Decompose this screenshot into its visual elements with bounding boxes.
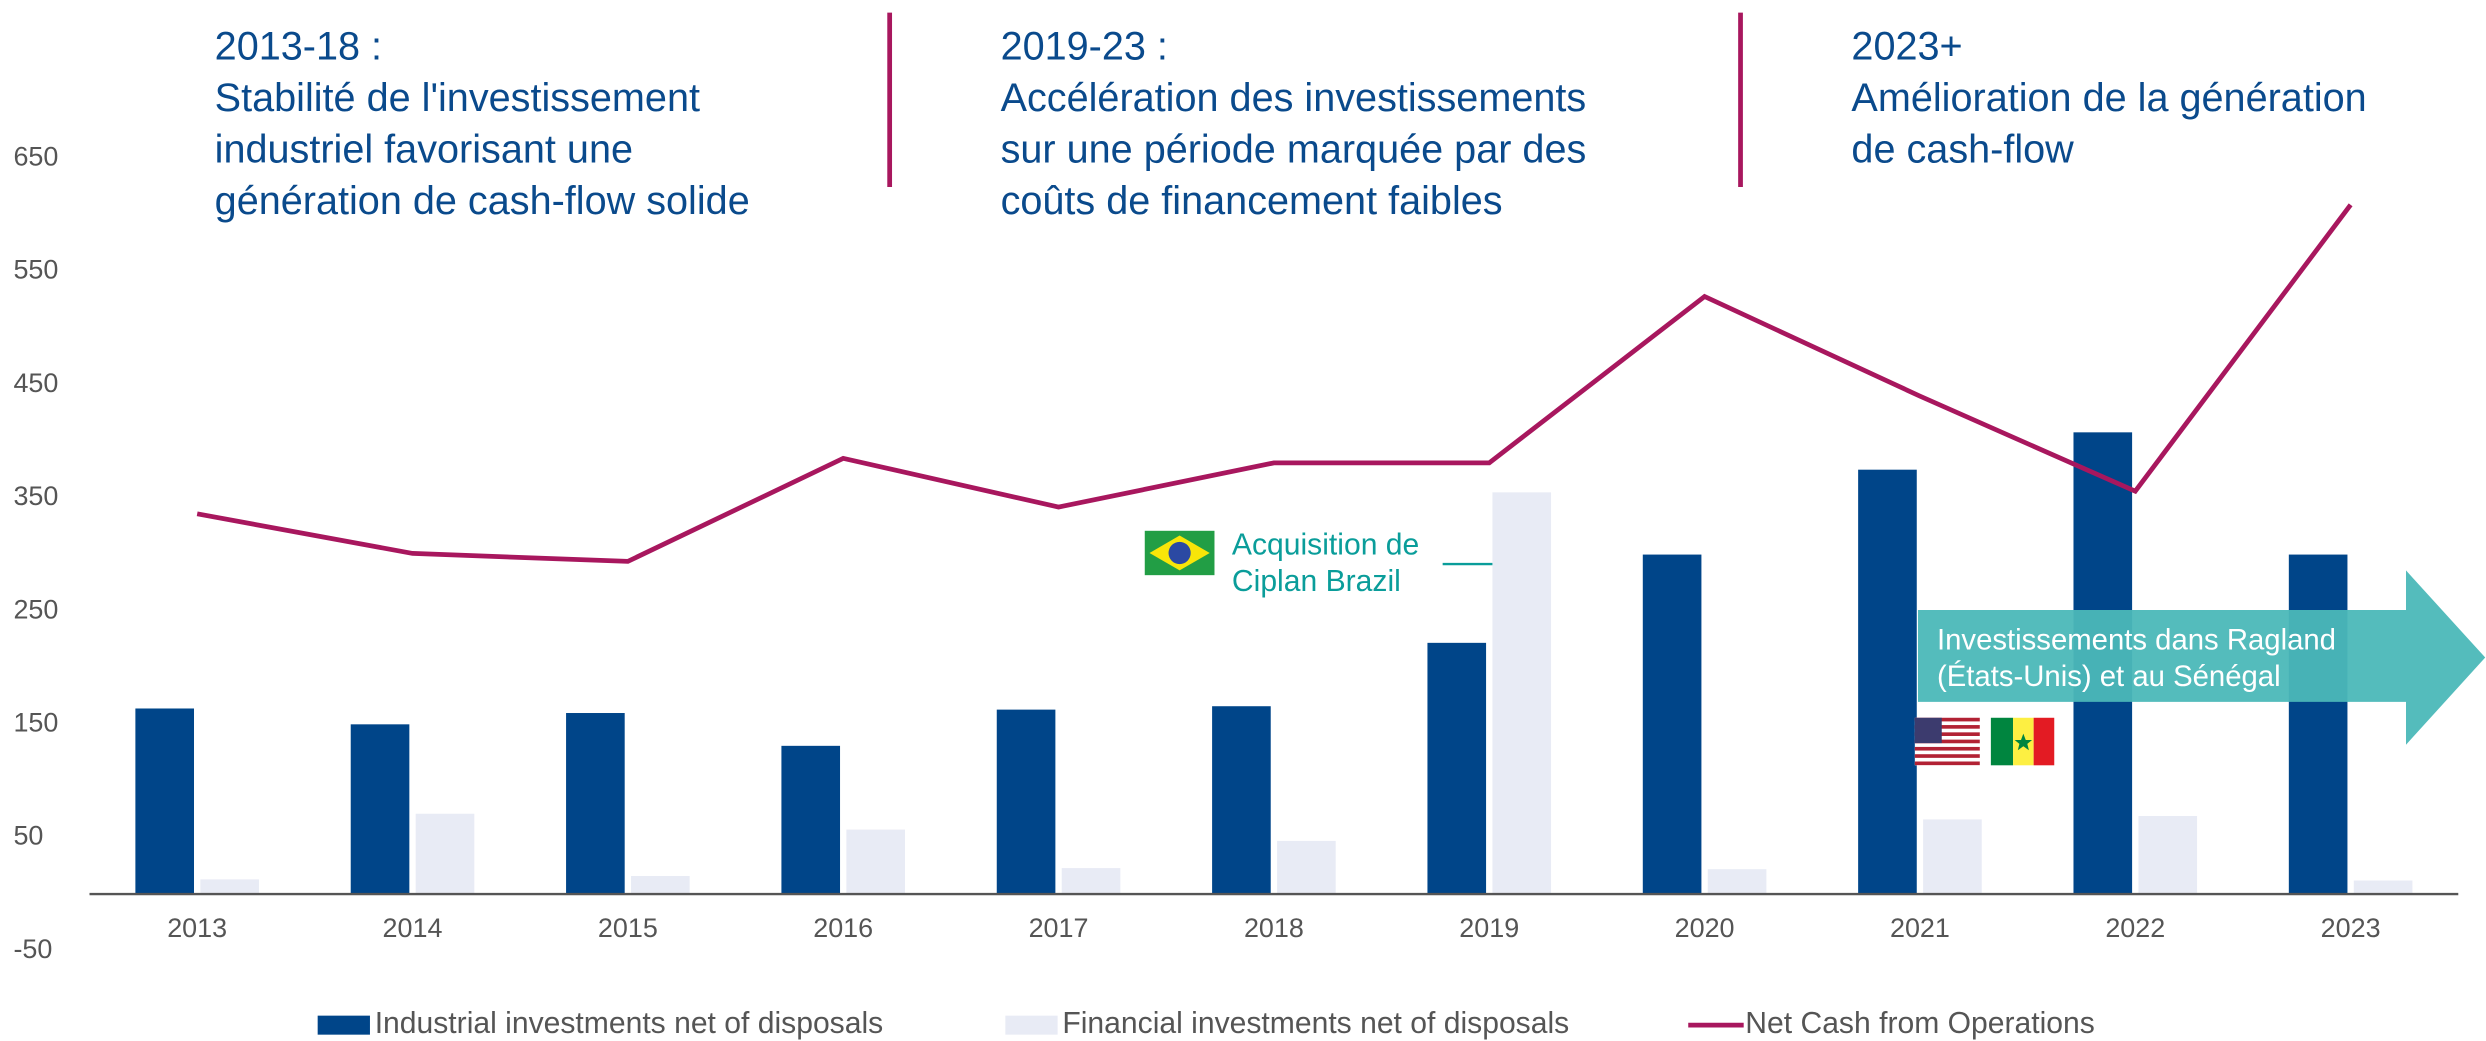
callout-text: Acquisition de: [1232, 529, 1419, 562]
arrow-text: (États-Unis) et au Sénégal: [1937, 660, 2281, 693]
bar: [1858, 469, 1917, 895]
y-tick-label: 650: [13, 142, 58, 172]
x-tick-label: 2022: [2105, 913, 2165, 943]
header-text: industriel favorisant une: [215, 128, 633, 172]
bar: [135, 708, 195, 895]
bar: [566, 713, 625, 895]
line: [196, 203, 2353, 564]
header-text: 2013-18 :: [215, 25, 382, 69]
us-flag: [1914, 717, 1980, 766]
legend-swatch: [317, 1015, 370, 1035]
y-tick-label: 150: [13, 707, 58, 737]
header-text: coûts de financement faibles: [1001, 179, 1503, 223]
bar: [1492, 492, 1552, 895]
bar: [415, 813, 475, 895]
x-tick-label: 2023: [2321, 913, 2381, 943]
bar: [2288, 554, 2348, 895]
bar: [1212, 706, 1271, 895]
y-tick-label: 450: [13, 368, 58, 398]
y-tick-label: 250: [13, 594, 58, 624]
bar: [1923, 819, 1982, 895]
brazil-flag: [1144, 530, 1215, 576]
x-tick-label: 2015: [598, 913, 658, 943]
header-text: de cash-flow: [1851, 128, 2074, 172]
header-text: 2019-23 :: [1001, 25, 1168, 69]
header-text: 2023+: [1851, 25, 1962, 69]
header-text: génération de cash-flow solide: [215, 179, 750, 223]
y-tick-label: -50: [13, 934, 52, 964]
y-tick-label: 50: [13, 821, 43, 851]
bar: [846, 829, 906, 895]
header-text: Stabilité de l'investissement: [215, 76, 700, 120]
x-tick-label: 2019: [1459, 913, 1519, 943]
y-tick-label: 550: [13, 255, 58, 285]
bar: [2138, 816, 2198, 895]
legend-swatch: [1005, 1015, 1058, 1035]
bar: [1642, 554, 1702, 895]
x-tick-label: 2021: [1890, 913, 1950, 943]
bar: [350, 724, 410, 895]
legend-label: Financial investments net of disposals: [1062, 1007, 1569, 1040]
bar: [1061, 868, 1121, 895]
header-text: Accélération des investissements: [1001, 76, 1587, 120]
bar: [1277, 840, 1336, 895]
arrow: [1917, 570, 2486, 745]
x-tick-label: 2020: [1675, 913, 1735, 943]
bar: [200, 879, 259, 895]
header-text: sur une période marquée par des: [1001, 128, 1587, 172]
bar: [631, 875, 690, 895]
callout-text: Ciplan Brazil: [1232, 565, 1401, 598]
senegal-flag: [1990, 717, 2055, 766]
legend-label: Industrial investments net of disposals: [375, 1007, 884, 1040]
x-tick-label: 2014: [383, 913, 443, 943]
x-tick-label: 2013: [167, 913, 227, 943]
y-tick-label: 350: [13, 481, 58, 511]
bar: [996, 709, 1056, 895]
bar: [1427, 642, 1487, 895]
bar: [781, 745, 841, 895]
bar: [1707, 869, 1767, 895]
x-tick-label: 2018: [1244, 913, 1304, 943]
bar: [2353, 880, 2413, 895]
x-tick-label: 2016: [813, 913, 873, 943]
header-text: Amélioration de la génération: [1851, 76, 2366, 120]
x-tick-label: 2017: [1029, 913, 1089, 943]
legend-label: Net Cash from Operations: [1745, 1007, 2095, 1040]
arrow-text: Investissements dans Ragland: [1937, 623, 2336, 656]
